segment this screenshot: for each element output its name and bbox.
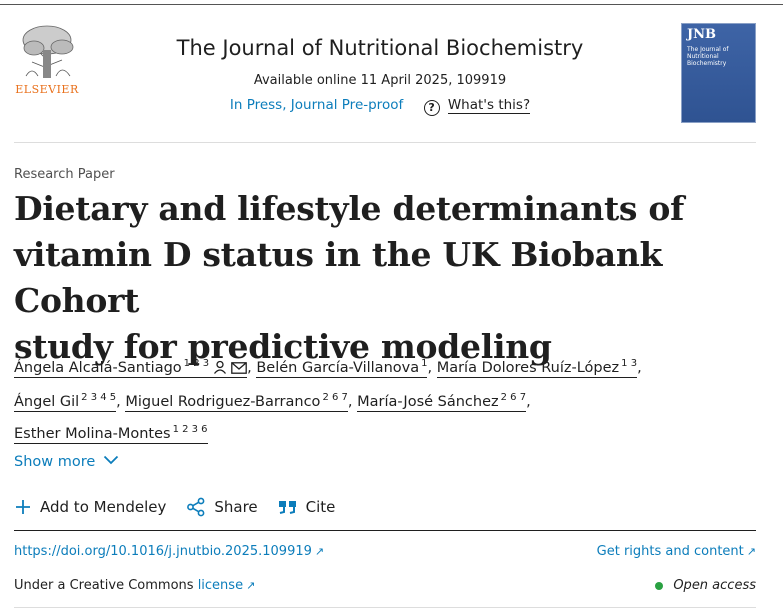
author-item[interactable]: Esther Molina-Montes 1 2 3 6: [14, 424, 208, 444]
author-name: Ángel Gil 2 3 4 5: [14, 392, 117, 412]
title-line: Dietary and lifestyle determinants of: [14, 189, 684, 228]
bottom-divider: [14, 607, 756, 608]
author-affiliations: 2 6 7: [500, 392, 527, 403]
author-separator: ,: [247, 360, 257, 376]
author-item[interactable]: Belén García-Villanova 1: [256, 358, 428, 378]
cite-button[interactable]: Cite: [278, 498, 336, 516]
external-link-icon: ↗: [314, 545, 325, 558]
title-line: study for predictive modeling: [14, 327, 552, 366]
cite-label: Cite: [305, 498, 336, 516]
author-affiliations: 1 2 3 6: [172, 424, 208, 435]
author-list: Ángela Alcalá-Santiago 1 2 3, Belén Garcí…: [14, 350, 759, 448]
author-affiliations: 1 2 3: [183, 358, 210, 369]
header-divider: [14, 142, 756, 143]
rights-link[interactable]: Get rights and content ↗: [596, 544, 756, 559]
article-status-row: In Press, Journal Pre-proof ? What's thi…: [130, 97, 630, 116]
cover-abbreviation: JNB: [687, 27, 717, 42]
author-separator: ,: [347, 394, 358, 410]
author-separator: ,: [116, 394, 126, 410]
author-name: María-José Sánchez 2 6 7: [357, 392, 527, 412]
author-name: Esther Molina-Montes 1 2 3 6: [14, 424, 208, 444]
show-more-button[interactable]: Show more: [14, 453, 119, 470]
author-separator: ,: [427, 360, 437, 376]
in-press-link[interactable]: In Press, Journal Pre-proof: [229, 97, 404, 113]
author-name: Belén García-Villanova 1: [256, 358, 428, 378]
author-name: María Dolores Ruíz-López 1 3: [436, 358, 638, 378]
whats-this-link[interactable]: What's this?: [447, 97, 531, 114]
author-item[interactable]: Ángel Gil 2 3 4 5: [14, 392, 117, 412]
share-label: Share: [214, 498, 258, 516]
external-link-icon: ↗: [746, 545, 756, 558]
author-affiliations: 1 3: [621, 358, 638, 369]
add-to-mendeley-button[interactable]: Add to Mendeley: [14, 498, 166, 516]
cover-subtitle: The Journal of Nutritional Biochemistry: [687, 46, 729, 67]
doi-link[interactable]: https://doi.org/10.1016/j.jnutbio.2025.1…: [14, 544, 325, 559]
actions-divider: [14, 530, 756, 531]
show-more-label: Show more: [14, 454, 96, 470]
article-actions: Add to Mendeley Share Cite: [14, 497, 355, 517]
license-prefix: Under a Creative Commons: [14, 578, 194, 593]
share-icon: [186, 497, 206, 517]
journal-title-link[interactable]: The Journal of Nutritional Biochemistry: [176, 36, 584, 60]
chevron-down-icon: [103, 453, 119, 469]
journal-cover-image[interactable]: JNB The Journal of Nutritional Biochemis…: [681, 23, 756, 123]
author-item[interactable]: María Dolores Ruíz-López 1 3: [436, 358, 638, 378]
title-line: vitamin D status in the UK Biobank Cohor…: [14, 235, 663, 320]
quote-icon: [278, 499, 298, 515]
open-access-dot-icon: [655, 581, 664, 590]
article-title: Dietary and lifestyle determinants of vi…: [14, 186, 754, 370]
author-separator: ,: [637, 360, 642, 376]
external-link-icon: ↗: [246, 579, 256, 592]
top-border: [0, 4, 783, 5]
person-icon: [213, 357, 227, 384]
author-affiliations: 2 3 4 5: [81, 392, 117, 403]
author-separator: ,: [526, 394, 531, 410]
license-info: Under a Creative Commons license ↗: [14, 578, 255, 593]
author-item[interactable]: Ángela Alcalá-Santiago 1 2 3: [14, 358, 248, 378]
open-access-badge: Open access: [655, 578, 756, 593]
elsevier-logo[interactable]: ELSEVIER: [12, 20, 82, 100]
mail-icon: [231, 357, 247, 384]
plus-icon: [14, 498, 32, 516]
help-icon[interactable]: ?: [423, 100, 440, 116]
availability-info: Available online 11 April 2025, 109919: [253, 73, 507, 88]
author-name: Ángela Alcalá-Santiago 1 2 3: [14, 358, 248, 378]
author-name: Miguel Rodriguez-Barranco 2 6 7: [125, 392, 348, 412]
elsevier-wordmark: ELSEVIER: [15, 83, 79, 96]
elsevier-tree-icon: [16, 24, 78, 78]
author-item[interactable]: Miguel Rodriguez-Barranco 2 6 7: [125, 392, 348, 412]
article-type: Research Paper: [14, 167, 115, 182]
author-item[interactable]: María-José Sánchez 2 6 7: [357, 392, 527, 412]
author-affiliations: 1: [421, 358, 428, 369]
share-button[interactable]: Share: [186, 497, 258, 517]
license-link[interactable]: license ↗: [197, 578, 256, 593]
author-affiliations: 2 6 7: [322, 392, 348, 403]
open-access-label: Open access: [673, 578, 756, 593]
mendeley-label: Add to Mendeley: [40, 498, 167, 516]
